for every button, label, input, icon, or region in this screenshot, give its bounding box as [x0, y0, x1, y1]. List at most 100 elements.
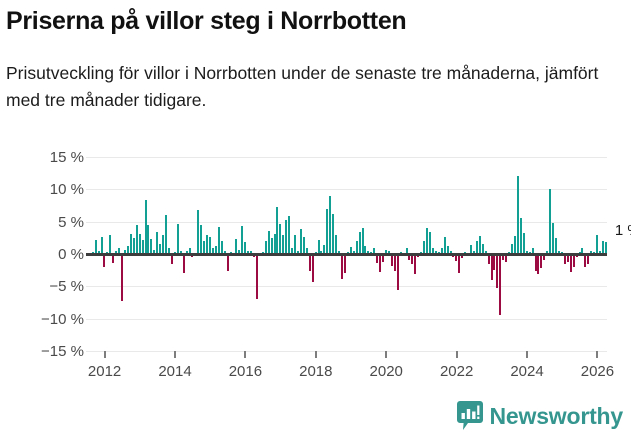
chart-bar: [531, 247, 534, 254]
chart-bar: [405, 247, 408, 254]
chart-bar: [320, 251, 323, 254]
gridline: [86, 286, 607, 288]
chart-bar: [396, 254, 399, 290]
chart-bar: [255, 254, 258, 300]
chart-bar: [203, 241, 206, 254]
gridline: [86, 156, 607, 158]
chart-bar: [555, 238, 558, 254]
chart-bar: [414, 254, 417, 275]
newsworthy-logo: Newsworthy: [456, 401, 624, 431]
chart-bar: [147, 224, 150, 254]
chart-bar: [317, 239, 320, 254]
chart-bar: [200, 224, 203, 254]
chart-bar: [267, 231, 270, 254]
chart-bar: [566, 254, 569, 263]
chart-bar: [305, 248, 308, 254]
chart-bar: [250, 251, 253, 254]
chart-bar: [514, 235, 516, 254]
chart-bar: [543, 254, 546, 261]
chart-bar: [97, 251, 100, 254]
chart-bar: [179, 251, 182, 254]
chart-bar: [540, 254, 543, 269]
gridline: [86, 221, 607, 223]
x-axis-tick: [244, 351, 247, 358]
chart-bar: [355, 241, 358, 254]
chart-bar: [475, 241, 478, 254]
chart-bar: [431, 247, 434, 254]
chart-bar: [226, 254, 229, 271]
chart-bar: [264, 241, 267, 254]
chart-bar: [185, 250, 188, 254]
chart-bar: [484, 251, 487, 254]
x-axis-tick: [526, 351, 529, 358]
x-axis-tick: [103, 351, 106, 358]
chart-bar: [159, 243, 162, 254]
chart-bar: [244, 242, 247, 254]
chart-bar: [382, 254, 385, 263]
y-axis-tick-label: 15 %: [49, 148, 84, 166]
chart-bar: [188, 247, 191, 254]
chart-bar: [604, 242, 607, 254]
chart-bar: [308, 254, 311, 271]
chart-bar: [144, 199, 147, 254]
y-axis-tick-label: 10 %: [49, 181, 84, 199]
chart-bar: [214, 246, 217, 254]
chart-bar: [115, 250, 118, 254]
x-axis-tick: [596, 351, 599, 358]
chart-bar: [428, 231, 431, 254]
chart-bar: [361, 228, 364, 254]
chart-bar: [279, 223, 282, 254]
y-axis-tick-label: −10 %: [41, 310, 84, 328]
x-axis-tick: [174, 351, 176, 358]
chart-bar: [472, 250, 475, 254]
zero-line: [86, 253, 607, 256]
chart-bar: [176, 224, 179, 254]
chart-bar: [502, 254, 505, 261]
chart-bar: [273, 233, 276, 254]
y-axis-tick-label: −15 %: [41, 343, 84, 361]
chart-bar: [156, 231, 159, 254]
chart-bar: [384, 250, 387, 254]
chart-bar: [141, 239, 144, 254]
y-axis-tick-label: −5 %: [49, 278, 84, 296]
chart-bar: [109, 235, 112, 254]
chart-bar: [587, 254, 590, 264]
chart-bar: [440, 247, 443, 254]
logo-text: Newsworthy: [489, 402, 624, 429]
chart-bar: [496, 254, 499, 289]
chart-bar: [446, 245, 449, 254]
chart-bar: [211, 247, 214, 254]
chart-bar: [238, 250, 241, 254]
bar-chart-bubble-icon: [456, 401, 483, 430]
chart-bar: [206, 234, 209, 254]
chart-bar: [584, 254, 587, 267]
bar-series: [86, 140, 607, 370]
x-axis-tick-label: 2026: [580, 363, 615, 380]
chart-bar: [94, 240, 97, 254]
chart-bar: [223, 251, 226, 254]
chart-bar: [470, 244, 473, 254]
chart-bar: [443, 237, 446, 254]
chart-bar: [349, 246, 352, 254]
chart-bar: [487, 254, 490, 264]
x-axis-tick-label: 2012: [87, 363, 122, 380]
chart-bar: [478, 235, 481, 254]
chart-bar: [376, 254, 379, 264]
chart-bar: [493, 254, 496, 271]
chart-bar: [121, 254, 124, 301]
chart-bar: [546, 250, 549, 254]
chart-bar: [537, 254, 540, 275]
chart-bar: [299, 229, 302, 254]
chart-bar: [112, 254, 115, 264]
x-axis-tick-label: 2020: [369, 363, 403, 380]
chart-bar: [341, 254, 343, 279]
chart-bar: [601, 241, 604, 254]
chart-bar: [129, 233, 132, 254]
chart-bar: [458, 254, 461, 274]
chart-bar: [364, 246, 367, 254]
chart-bar: [326, 208, 329, 254]
y-axis-tick-label: 5 %: [58, 213, 84, 231]
chart-bar: [549, 189, 552, 254]
x-axis-line: [86, 351, 607, 352]
chart-bar: [590, 251, 593, 254]
